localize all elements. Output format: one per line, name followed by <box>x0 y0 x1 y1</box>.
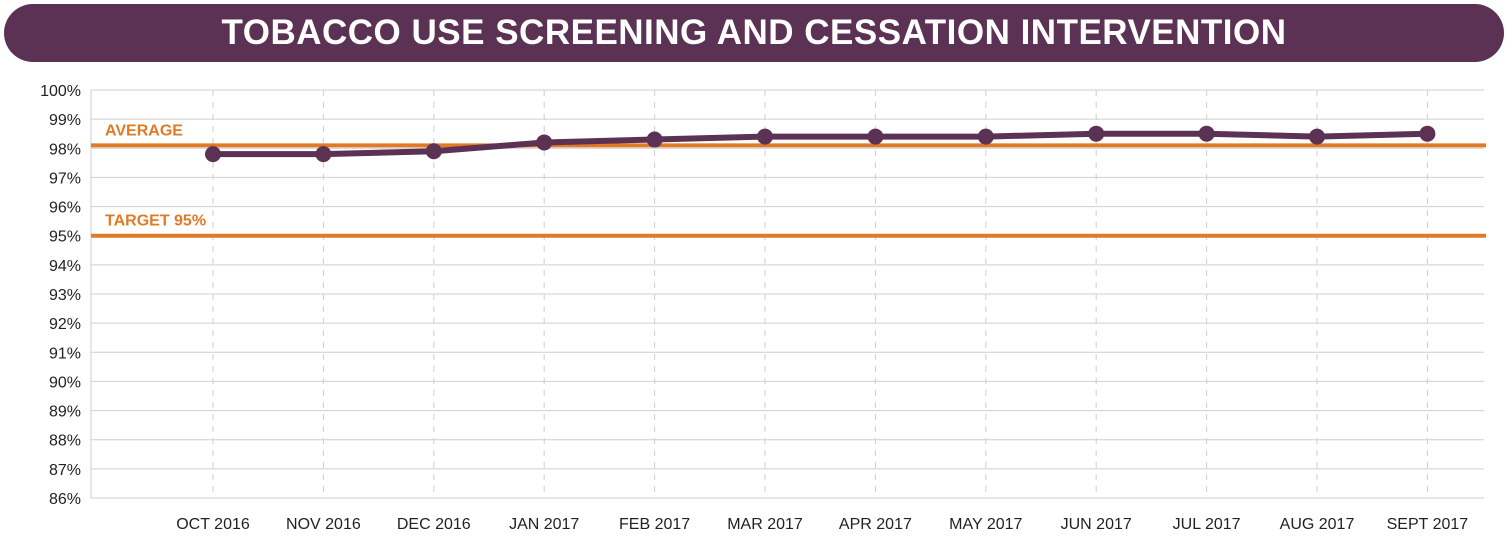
series-line <box>210 130 1431 158</box>
y-tick-label: 97% <box>49 170 81 187</box>
data-point <box>646 131 663 148</box>
y-tick-label: 98% <box>49 141 81 158</box>
y-tick-label: 95% <box>49 229 81 246</box>
y-tick-label: 93% <box>49 287 81 304</box>
data-point <box>1419 125 1436 142</box>
y-tick-label: 91% <box>49 345 81 362</box>
reference-label: AVERAGE <box>105 122 183 139</box>
y-tick-label: 88% <box>49 433 81 450</box>
x-tick-label: FEB 2017 <box>619 516 690 533</box>
y-tick-label: 92% <box>49 316 81 333</box>
reference-label: TARGET 95% <box>105 213 206 230</box>
title-banner: TOBACCO USE SCREENING AND CESSATION INTE… <box>4 4 1504 62</box>
data-point <box>1088 125 1105 142</box>
x-tick-label: MAR 2017 <box>727 516 803 533</box>
x-tick-label: JAN 2017 <box>509 516 579 533</box>
y-tick-label: 89% <box>49 404 81 421</box>
x-tick-label: APR 2017 <box>839 516 912 533</box>
data-point <box>315 146 332 163</box>
data-point <box>1309 128 1325 145</box>
y-tick-label: 90% <box>49 374 81 391</box>
data-point <box>425 143 442 160</box>
x-tick-label: JUN 2017 <box>1061 516 1132 533</box>
y-tick-label: 96% <box>49 200 81 217</box>
y-tick-label: 87% <box>49 462 81 479</box>
data-point <box>205 146 221 163</box>
x-tick-label: SEPT 2017 <box>1387 516 1469 533</box>
data-point <box>1198 125 1215 142</box>
chart-title: TOBACCO USE SCREENING AND CESSATION INTE… <box>221 13 1287 52</box>
x-tick-label: DEC 2016 <box>397 516 471 533</box>
x-tick-label: AUG 2017 <box>1280 516 1355 533</box>
data-point <box>757 128 773 145</box>
x-tick-label: OCT 2016 <box>176 516 250 533</box>
data-point <box>867 128 884 145</box>
x-tick-label: MAY 2017 <box>949 516 1022 533</box>
y-tick-label: 99% <box>49 112 81 129</box>
y-tick-label: 94% <box>49 258 81 275</box>
x-tick-label: JUL 2017 <box>1173 516 1241 533</box>
y-tick-label: 100% <box>40 83 81 100</box>
x-tick-label: NOV 2016 <box>286 516 361 533</box>
y-tick-label: 86% <box>49 491 81 508</box>
data-point <box>977 128 994 145</box>
data-point <box>536 134 553 151</box>
